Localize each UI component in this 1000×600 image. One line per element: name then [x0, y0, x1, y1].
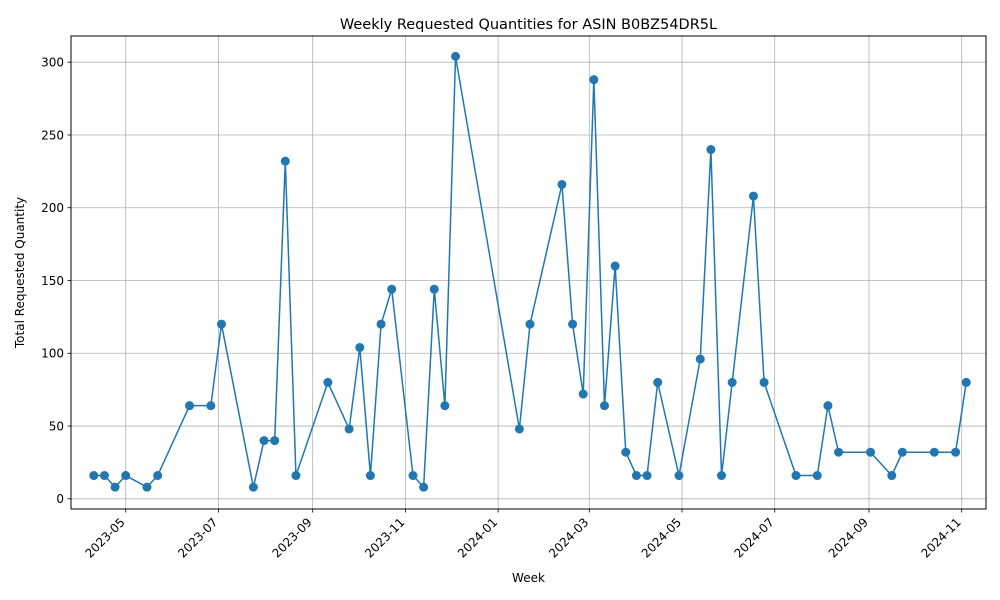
data-point: [717, 471, 727, 481]
data-point: [642, 471, 652, 481]
data-point: [365, 471, 375, 481]
data-point: [355, 342, 365, 352]
data-point: [929, 447, 939, 457]
data-point: [887, 471, 897, 481]
data-point: [834, 447, 844, 457]
data-point: [387, 284, 397, 294]
data-point: [578, 389, 588, 399]
y-axis-ticks: 0 50 100 150 200 250 300: [41, 55, 71, 506]
data-point: [791, 471, 801, 481]
data-point: [865, 447, 875, 457]
data-point: [451, 51, 461, 61]
data-point: [99, 471, 109, 481]
data-point: [823, 401, 833, 411]
data-point: [259, 436, 269, 446]
y-tick-label: 250: [41, 128, 64, 142]
data-point: [812, 471, 822, 481]
data-point: [706, 145, 716, 155]
data-point: [599, 401, 609, 411]
data-point: [951, 447, 961, 457]
y-tick-label: 300: [41, 55, 64, 69]
data-point: [121, 471, 131, 481]
plot-frame: [70, 35, 987, 510]
y-tick-label: 50: [49, 419, 64, 433]
y-axis-label: Total Requested Quantity: [13, 197, 27, 349]
y-tick-label: 100: [41, 347, 64, 361]
data-point: [589, 75, 599, 85]
data-point: [110, 482, 120, 492]
data-point: [376, 319, 386, 329]
data-point: [429, 284, 439, 294]
data-point: [323, 377, 333, 387]
data-point: [185, 401, 195, 411]
data-point: [153, 471, 163, 481]
data-point: [89, 471, 99, 481]
data-point: [419, 482, 429, 492]
y-tick-label: 200: [41, 201, 64, 215]
y-tick-label: 0: [56, 492, 64, 506]
data-point: [280, 156, 290, 166]
chart-title: Weekly Requested Quantities for ASIN B0B…: [340, 17, 717, 33]
data-point: [631, 471, 641, 481]
data-point: [525, 319, 535, 329]
data-point: [897, 447, 907, 457]
data-point: [961, 377, 971, 387]
data-point: [344, 424, 354, 434]
y-tick-label: 150: [41, 274, 64, 288]
data-point: [206, 401, 216, 411]
data-point: [514, 424, 524, 434]
data-point: [727, 377, 737, 387]
data-points: [89, 51, 971, 492]
data-point: [653, 377, 663, 387]
data-point: [142, 482, 152, 492]
data-point: [621, 447, 631, 457]
data-point: [748, 191, 758, 201]
data-point: [248, 482, 258, 492]
data-point: [216, 319, 226, 329]
data-point: [270, 436, 280, 446]
data-point: [291, 471, 301, 481]
data-point: [674, 471, 684, 481]
data-point: [440, 401, 450, 411]
data-point: [610, 261, 620, 271]
grid-lines: [71, 36, 986, 509]
data-point: [557, 179, 567, 189]
data-point: [695, 354, 705, 364]
data-point: [568, 319, 578, 329]
data-point: [759, 377, 769, 387]
x-axis-label: Week: [512, 571, 545, 585]
data-point: [408, 471, 418, 481]
